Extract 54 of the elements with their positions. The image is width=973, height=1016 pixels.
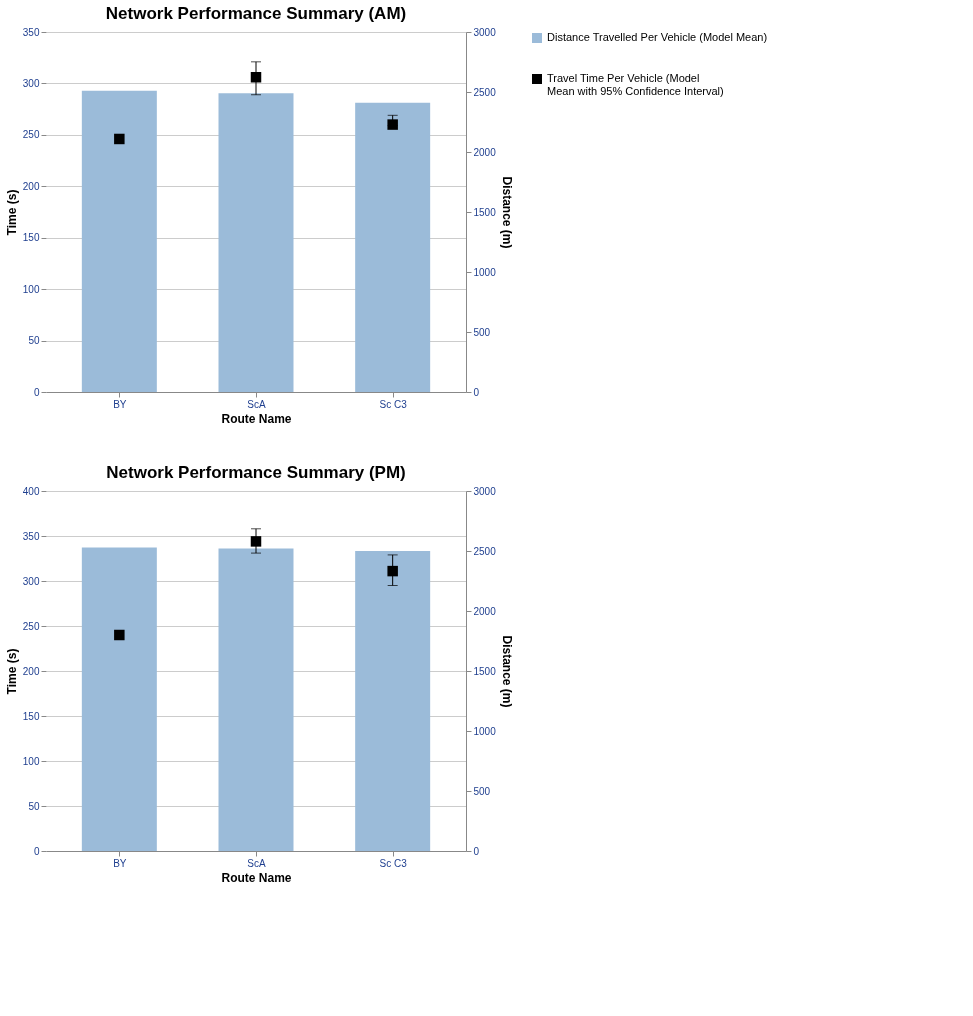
y2-tick-label: 500 [473, 326, 491, 338]
y-tick-label: 300 [22, 77, 40, 89]
y-tick-label: 0 [33, 845, 40, 857]
y2-tick-label: 2000 [473, 605, 497, 617]
y-tick-label: 400 [22, 485, 40, 497]
y-tick-label: 200 [22, 665, 40, 677]
legend-label: Distance Travelled Per Vehicle (Model Mean) [547, 31, 768, 43]
point [114, 629, 125, 641]
y-tick-label: 350 [22, 26, 40, 38]
x-axis-title: Route Name [221, 411, 292, 426]
y2-axis-title: Distance (m) [499, 635, 514, 708]
y-axis-title: Time (s) [4, 189, 19, 236]
chart-title: Network Performance Summary (PM) [106, 463, 406, 482]
y2-tick-label: 500 [473, 785, 491, 797]
y-tick-label: 150 [22, 710, 40, 722]
x-tick-label: BY [113, 857, 127, 869]
y2-axis-title: Distance (m) [499, 176, 514, 249]
y2-tick-label: 2500 [473, 86, 497, 98]
point [387, 565, 398, 577]
y-tick-label: 350 [22, 530, 40, 542]
x-tick-label: ScA [247, 857, 266, 869]
x-tick-label: Sc C3 [379, 857, 408, 869]
y2-tick-label: 0 [473, 845, 480, 857]
y2-tick-label: 2500 [473, 545, 497, 557]
y-tick-label: 200 [22, 180, 40, 192]
y-tick-label: 300 [22, 575, 40, 587]
bar [81, 90, 157, 392]
legend-label: Travel Time Per Vehicle (Model Mean with 95% Confidence Interval) [547, 72, 724, 97]
y-tick-label: 100 [22, 755, 40, 767]
y2-tick-label: 2000 [473, 146, 497, 158]
x-tick-label: ScA [247, 398, 266, 410]
y-tick-label: 0 [33, 386, 40, 398]
x-tick-label: Sc C3 [379, 398, 408, 410]
y2-tick-label: 0 [473, 386, 480, 398]
x-axis-title: Route Name [221, 870, 292, 885]
y2-tick-label: 1000 [473, 266, 497, 278]
x-tick-label: BY [113, 398, 127, 410]
y2-tick-label: 1500 [473, 206, 497, 218]
y2-tick-label: 1500 [473, 665, 497, 677]
y2-tick-label: 3000 [473, 26, 497, 38]
chart-title: Network Performance Summary (AM) [105, 4, 407, 23]
bar [218, 93, 294, 392]
y2-tick-label: 3000 [473, 485, 497, 497]
y-tick-label: 250 [22, 620, 40, 632]
y-tick-label: 150 [22, 232, 40, 244]
y-tick-label: 50 [28, 335, 40, 347]
y-tick-label: 250 [22, 129, 40, 141]
bar [355, 102, 431, 392]
y2-tick-label: 1000 [473, 725, 497, 737]
point [387, 119, 398, 130]
y-tick-label: 50 [28, 800, 40, 812]
y-axis-title: Time (s) [4, 648, 19, 695]
point [114, 133, 125, 145]
y-tick-label: 100 [22, 283, 40, 295]
